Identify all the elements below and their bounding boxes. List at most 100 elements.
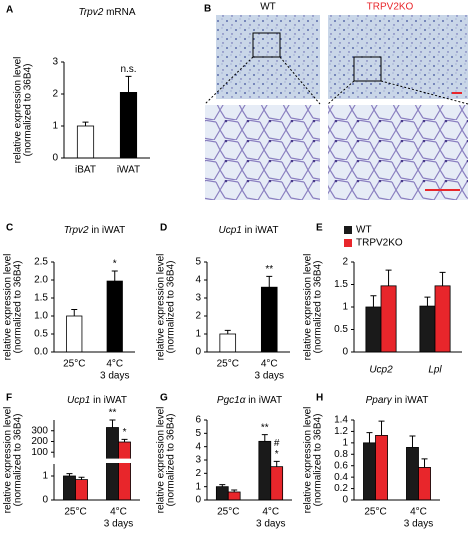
panel-letter: G [160, 393, 168, 404]
bar [219, 333, 237, 353]
error-bar [66, 473, 73, 476]
y-tick-label: 1 [342, 302, 348, 313]
error-bar [219, 484, 226, 487]
panel-letter: H [316, 393, 323, 404]
x-note: 3 days [255, 371, 284, 382]
y-tick-label: 2.5 [34, 257, 48, 268]
bar [434, 285, 451, 353]
y-tick-label: 0 [42, 495, 48, 506]
significance-label: ** [265, 264, 273, 275]
bar [75, 479, 88, 501]
y-axis-label: (normalized to 36B4) [13, 414, 24, 507]
error-bar [109, 419, 116, 428]
title-gene: Trpv2 [64, 225, 89, 236]
y-axis-label: relative expression level [156, 254, 167, 361]
y-tick-label: 0.5 [34, 329, 48, 340]
bar [375, 435, 388, 501]
error-bar [266, 275, 273, 288]
y-tick-label: 0 [195, 347, 201, 358]
legend-label: TRPV2KO [356, 238, 403, 249]
title-text: in iWAT [395, 395, 429, 406]
bar [260, 286, 278, 353]
y-tick-label: 3 [52, 57, 58, 68]
title-gene: Trpv2 [78, 7, 103, 18]
bar [66, 315, 83, 353]
y-tick-label: 1 [195, 329, 201, 340]
title-text: mRNA [106, 7, 136, 18]
legend-swatch [344, 239, 352, 247]
y-tick-label: 0 [342, 495, 348, 506]
y-tick-label: 0 [195, 495, 201, 506]
y-tick-label: 1.4 [334, 415, 348, 426]
chart-title: Pgc1α in iWAT [217, 395, 282, 406]
bar [363, 442, 376, 501]
zoom-line [204, 56, 469, 105]
y-tick-label: 0.5 [334, 324, 348, 335]
significance-label: * [275, 449, 279, 460]
bar [406, 447, 419, 501]
error-bar [366, 432, 373, 443]
micrograph [205, 105, 320, 200]
error-bar [273, 460, 280, 467]
error-bar [378, 420, 385, 436]
panel-letter: F [6, 393, 12, 404]
y-tick-label: 5 [195, 428, 201, 439]
y-tick-label: 1.2 [334, 426, 348, 437]
x-tick-label: Ucp2 [369, 365, 393, 376]
x-tick-label: 25°C [217, 359, 239, 370]
x-tick-label: 25°C [364, 507, 386, 518]
x-tick-label: 25°C [217, 507, 239, 518]
panel-letter: C [6, 223, 13, 234]
micrograph [328, 105, 468, 200]
x-tick-label: 4°C [110, 507, 127, 518]
x-note: 3 days [104, 519, 133, 530]
x-tick-label: 25°C [64, 507, 86, 518]
x-tick-label: 4°C [262, 507, 279, 518]
y-tick-label: 300 [31, 425, 48, 436]
significance-label: # [274, 438, 280, 449]
x-note: 3 days [256, 519, 285, 530]
axis-break [50, 458, 140, 463]
y-axis-label: relative expression level [13, 57, 24, 164]
y-axis-label: (normalized to 36B4) [166, 414, 177, 507]
error-bar [224, 329, 231, 334]
y-tick-label: 100 [31, 447, 48, 458]
x-tick-label: iBAT [75, 165, 96, 176]
significance-label: n.s. [120, 64, 136, 75]
chart-title: Trpv2 mRNA [78, 7, 135, 18]
y-tick-label: 0 [52, 153, 58, 164]
y-axis-label: relative expression level [303, 407, 314, 514]
bar [227, 491, 241, 501]
error-bar [424, 296, 431, 307]
y-tick-label: 1 [42, 471, 48, 482]
error-bar [125, 75, 132, 93]
title-gene: Pgc1α [217, 395, 246, 406]
y-tick-label: 200 [31, 436, 48, 447]
y-tick-label: 4 [195, 275, 201, 286]
y-tick-label: 1 [195, 481, 201, 492]
title-text: in iWAT [245, 225, 279, 236]
x-tick-label: 4°C [261, 359, 278, 370]
zoom-box [353, 56, 382, 82]
y-axis-label: (normalized to 36B4) [166, 261, 177, 354]
y-axis-label: (normalized to 36B4) [13, 261, 24, 354]
x-note: 3 days [100, 371, 129, 382]
bar [118, 441, 131, 501]
bar [418, 467, 431, 501]
error-bar [78, 476, 85, 480]
chart-title: Pparγ in iWAT [366, 395, 429, 406]
y-axis-label: (normalized to 36B4) [313, 261, 324, 354]
bar [63, 475, 76, 501]
error-bar [111, 270, 118, 282]
significance-label: * [123, 427, 127, 438]
title-text: in iWAT [91, 225, 125, 236]
error-bar [370, 295, 377, 307]
panel-letter: A [6, 5, 13, 16]
micrograph [328, 15, 468, 99]
legend-label: WT [356, 225, 372, 236]
error-bar [71, 309, 78, 316]
panel-letter: E [316, 223, 323, 234]
error-bar [231, 489, 238, 492]
x-tick-label: iWAT [117, 165, 140, 176]
